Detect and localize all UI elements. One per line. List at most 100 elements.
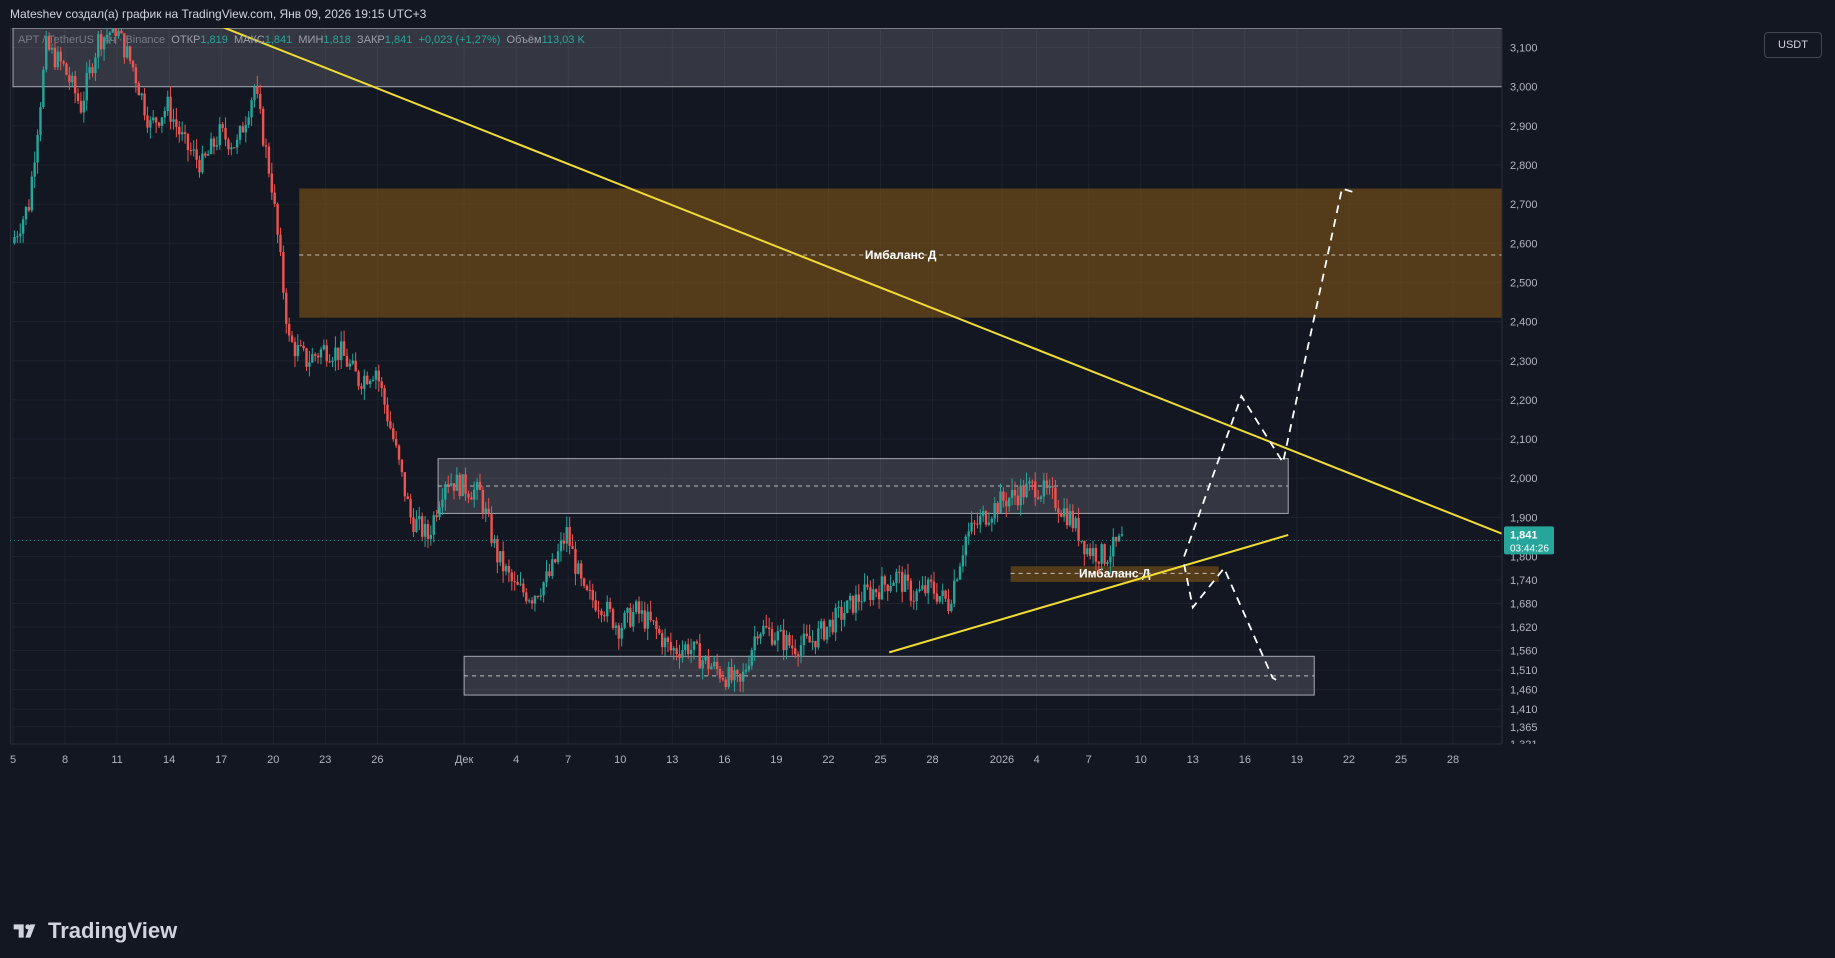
candle-body [1065, 508, 1069, 526]
candle-body [1034, 481, 1037, 498]
time-tick-label: 4 [513, 754, 519, 766]
candle-body [932, 581, 936, 594]
candle-body [1051, 485, 1054, 488]
candle-body [788, 635, 791, 646]
candle-body [146, 115, 149, 128]
candle-body [496, 539, 499, 563]
candle-body [976, 523, 979, 525]
price-tick-label: 2,700 [1510, 199, 1538, 211]
candle-body [724, 679, 727, 688]
candle-body [261, 108, 265, 146]
currency-button[interactable]: USDT [1764, 32, 1822, 58]
candle-body [256, 86, 259, 94]
symbol-name[interactable]: APT / TetherUS · 4ч · Binance [18, 34, 166, 46]
candle-body [1068, 511, 1072, 526]
candle-body [363, 375, 366, 389]
candle-body [1103, 544, 1106, 564]
candle-body [866, 584, 869, 588]
candle-body [209, 138, 213, 154]
candle-body [918, 589, 921, 592]
candle-body [559, 540, 563, 552]
projection-path [1183, 564, 1281, 683]
price-tick-label: 2,800 [1510, 160, 1538, 172]
time-tick-label: 25 [1395, 754, 1407, 766]
candle-body [912, 600, 915, 602]
time-tick-label: 22 [822, 754, 834, 766]
time-tick-label: 20 [267, 754, 279, 766]
candle-body [927, 579, 930, 594]
candle-body [418, 516, 421, 520]
candle-body [782, 629, 785, 650]
candle-body [707, 656, 710, 670]
candle-body [981, 511, 985, 516]
time-tick-label: 7 [565, 754, 571, 766]
price-tick-label: 3,000 [1510, 82, 1538, 94]
candle-body [189, 150, 193, 152]
candle-body [1083, 540, 1086, 555]
candle-body [846, 600, 849, 614]
candle-body [1080, 540, 1083, 542]
close-label: ЗАКР [357, 34, 385, 46]
candle-body [1039, 496, 1043, 499]
candle-body [793, 648, 797, 655]
candle-body [941, 590, 944, 597]
candle-body [591, 590, 594, 601]
candle-body [1086, 548, 1089, 555]
candle-body [874, 589, 878, 593]
candle-body [308, 362, 311, 367]
candle-body [773, 640, 777, 645]
candle-body [157, 122, 161, 126]
candle-body [47, 36, 51, 50]
candle-body [898, 571, 901, 573]
candle-body [678, 654, 681, 658]
candle-body [736, 670, 739, 674]
candle-body [955, 579, 959, 581]
candle-body [490, 514, 493, 544]
time-tick-label: 28 [1447, 754, 1459, 766]
candle-body [1114, 537, 1118, 542]
candle-body [337, 347, 340, 361]
candle-body [1013, 490, 1017, 496]
candle-body [857, 594, 861, 602]
candle-body [501, 551, 505, 572]
candle-body [964, 536, 968, 556]
price-tick-label: 1,510 [1510, 665, 1538, 677]
candle-body [264, 145, 268, 147]
candle-body [577, 563, 580, 574]
candle-body [1088, 548, 1092, 556]
candle-body [143, 93, 146, 116]
time-tick-label: 2026 [990, 754, 1014, 766]
tradingview-logo[interactable]: TradingView [12, 918, 177, 944]
candle-body [698, 643, 701, 669]
candle-body [311, 354, 314, 363]
candle-body [85, 73, 88, 101]
candle-body [423, 524, 427, 537]
candle-body [105, 34, 109, 38]
candle-body [1091, 548, 1095, 556]
candle-body [180, 132, 184, 135]
candle-body [247, 117, 250, 125]
candle-body [1025, 483, 1028, 498]
time-tick-label: 14 [163, 754, 175, 766]
candle-body [935, 593, 939, 602]
candle-body [475, 481, 479, 490]
candle-body [548, 571, 551, 577]
candle-body [420, 516, 424, 537]
candle-body [629, 608, 632, 627]
candle-body [675, 648, 678, 655]
candle-body [227, 139, 230, 150]
candle-body [1016, 495, 1020, 506]
candle-body [765, 625, 768, 628]
candle-body [533, 596, 537, 604]
candle-body [519, 583, 522, 585]
candle-body [406, 496, 409, 500]
candle-body [464, 474, 467, 494]
candle-body [750, 650, 754, 666]
candle-body [820, 621, 823, 629]
candle-body [608, 601, 612, 610]
price-tick-label: 2,200 [1510, 395, 1538, 407]
footer [0, 898, 1835, 958]
time-tick-label: 4 [1034, 754, 1040, 766]
candle-body [753, 636, 756, 651]
